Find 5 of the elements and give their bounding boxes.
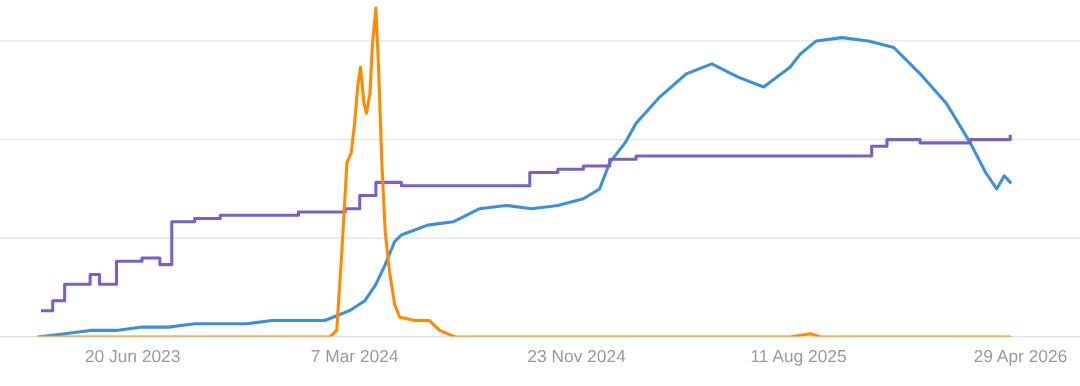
x-tick-label: 7 Mar 2024 bbox=[311, 349, 399, 363]
x-tick-label: 29 Apr 2026 bbox=[974, 349, 1067, 366]
x-tick-label: 23 Nov 2024 bbox=[528, 349, 626, 363]
x-tick-label: 20 Jun 2023 bbox=[85, 349, 180, 363]
x-tick-label: 11 Aug 2025 bbox=[751, 349, 846, 366]
